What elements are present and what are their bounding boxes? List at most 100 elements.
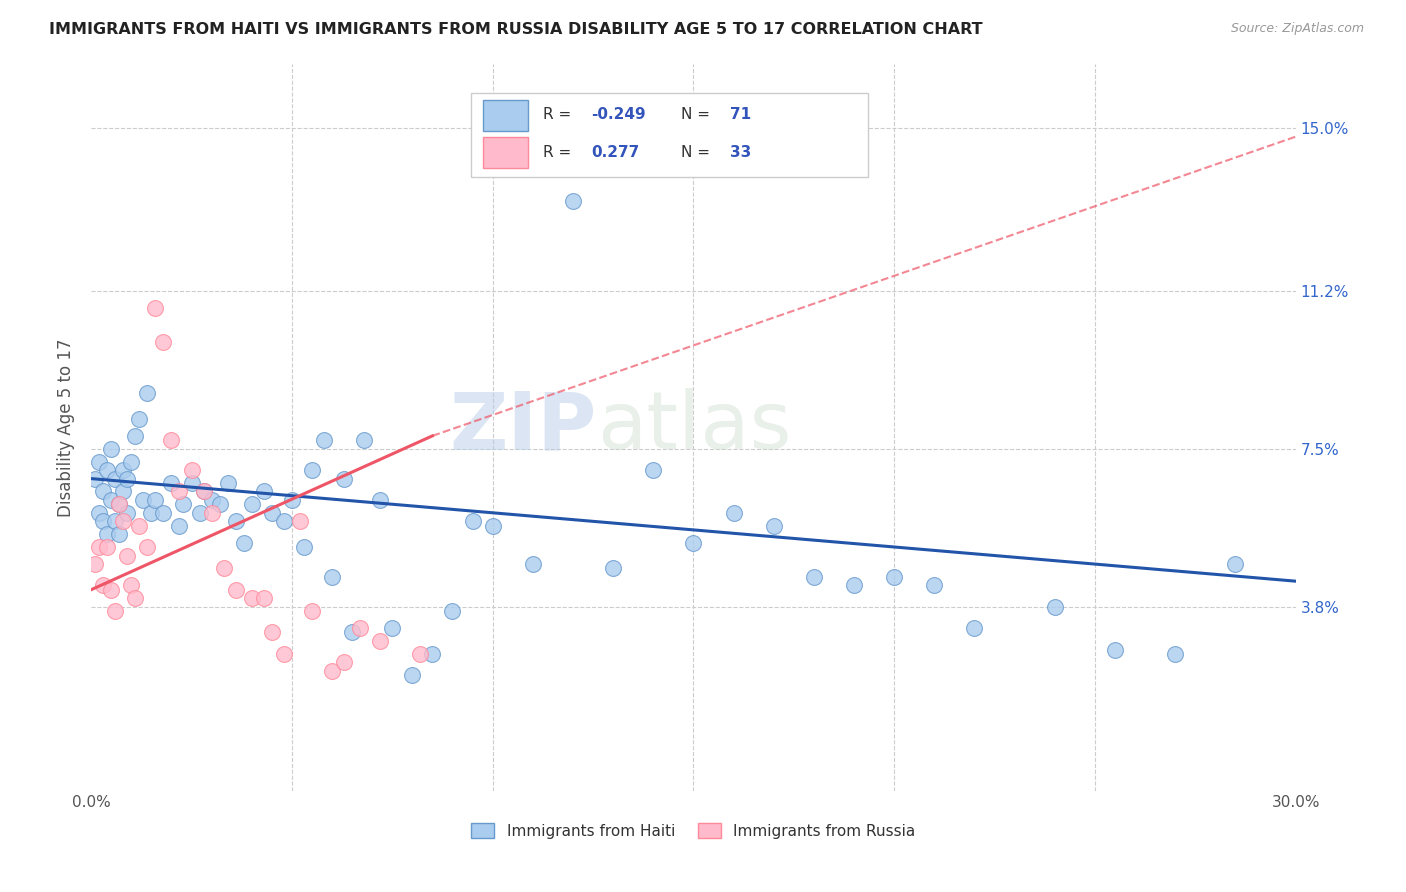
- Point: [225, 582, 247, 597]
- Point: [193, 484, 215, 499]
- Text: -0.249: -0.249: [591, 107, 645, 122]
- Point: [253, 484, 276, 499]
- Point: [96, 463, 118, 477]
- Y-axis label: Disability Age 5 to 17: Disability Age 5 to 17: [58, 338, 75, 516]
- Point: [160, 475, 183, 490]
- Point: [136, 540, 159, 554]
- Point: [96, 540, 118, 554]
- Point: [922, 578, 945, 592]
- Point: [401, 668, 423, 682]
- Point: [117, 549, 139, 563]
- Point: [160, 433, 183, 447]
- Point: [368, 634, 391, 648]
- Point: [312, 433, 335, 447]
- Text: N =: N =: [682, 145, 716, 161]
- Point: [381, 621, 404, 635]
- Point: [117, 506, 139, 520]
- Point: [225, 514, 247, 528]
- Point: [340, 625, 363, 640]
- Point: [128, 518, 150, 533]
- Point: [120, 578, 142, 592]
- Point: [112, 463, 135, 477]
- Point: [1225, 557, 1247, 571]
- Point: [253, 591, 276, 606]
- FancyBboxPatch shape: [471, 93, 868, 177]
- Point: [762, 518, 785, 533]
- Point: [803, 570, 825, 584]
- Text: atlas: atlas: [598, 388, 792, 467]
- Point: [104, 514, 127, 528]
- Point: [212, 561, 235, 575]
- Point: [240, 497, 263, 511]
- Point: [84, 472, 107, 486]
- Point: [561, 194, 583, 208]
- Point: [193, 484, 215, 499]
- Point: [349, 621, 371, 635]
- Point: [112, 514, 135, 528]
- Point: [281, 493, 304, 508]
- Point: [292, 540, 315, 554]
- Text: 71: 71: [730, 107, 751, 122]
- FancyBboxPatch shape: [482, 101, 529, 131]
- Point: [145, 493, 167, 508]
- Point: [441, 604, 464, 618]
- Point: [132, 493, 155, 508]
- Point: [273, 514, 295, 528]
- Point: [273, 647, 295, 661]
- Point: [301, 463, 323, 477]
- Text: IMMIGRANTS FROM HAITI VS IMMIGRANTS FROM RUSSIA DISABILITY AGE 5 TO 17 CORRELATI: IMMIGRANTS FROM HAITI VS IMMIGRANTS FROM…: [49, 22, 983, 37]
- Point: [124, 591, 146, 606]
- Point: [461, 514, 484, 528]
- Point: [260, 506, 283, 520]
- Point: [173, 497, 195, 511]
- Point: [89, 540, 111, 554]
- Point: [232, 535, 254, 549]
- Legend: Immigrants from Haiti, Immigrants from Russia: Immigrants from Haiti, Immigrants from R…: [465, 816, 921, 845]
- Text: R =: R =: [543, 107, 576, 122]
- Point: [84, 557, 107, 571]
- Point: [353, 433, 375, 447]
- Point: [91, 514, 114, 528]
- Point: [180, 463, 202, 477]
- Point: [152, 506, 174, 520]
- Text: 33: 33: [730, 145, 751, 161]
- Point: [1104, 642, 1126, 657]
- Point: [333, 472, 356, 486]
- Point: [368, 493, 391, 508]
- Text: N =: N =: [682, 107, 716, 122]
- Point: [180, 475, 202, 490]
- Point: [208, 497, 231, 511]
- Point: [124, 429, 146, 443]
- Point: [100, 582, 122, 597]
- Point: [301, 604, 323, 618]
- Point: [188, 506, 211, 520]
- Point: [842, 578, 865, 592]
- Text: ZIP: ZIP: [450, 388, 598, 467]
- Point: [91, 578, 114, 592]
- Point: [89, 506, 111, 520]
- Point: [108, 497, 131, 511]
- Point: [240, 591, 263, 606]
- Point: [1043, 599, 1066, 614]
- Point: [481, 518, 503, 533]
- Point: [96, 527, 118, 541]
- Point: [120, 454, 142, 468]
- Point: [422, 647, 444, 661]
- Point: [169, 518, 191, 533]
- Text: Source: ZipAtlas.com: Source: ZipAtlas.com: [1230, 22, 1364, 36]
- Point: [883, 570, 905, 584]
- Point: [100, 442, 122, 456]
- Point: [217, 475, 239, 490]
- Point: [108, 497, 131, 511]
- Point: [723, 506, 745, 520]
- Point: [152, 334, 174, 349]
- Text: 0.277: 0.277: [591, 145, 640, 161]
- Point: [108, 527, 131, 541]
- Point: [602, 561, 624, 575]
- Point: [288, 514, 311, 528]
- Point: [963, 621, 986, 635]
- Point: [333, 656, 356, 670]
- Point: [321, 570, 343, 584]
- Point: [145, 301, 167, 315]
- Point: [643, 463, 665, 477]
